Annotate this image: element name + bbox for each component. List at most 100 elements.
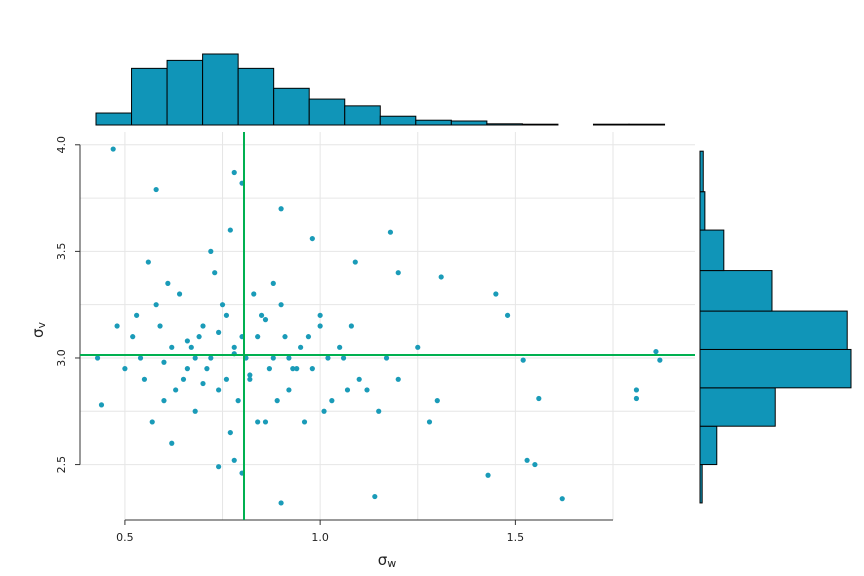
top-histogram-bar bbox=[415, 119, 452, 126]
point bbox=[169, 440, 175, 446]
point bbox=[165, 280, 171, 286]
right-histogram-bar bbox=[699, 348, 852, 389]
y-label-subscript: v bbox=[35, 322, 48, 329]
point bbox=[149, 419, 155, 425]
point bbox=[223, 376, 230, 382]
point bbox=[290, 366, 296, 372]
right-histogram-bar bbox=[699, 150, 704, 193]
point bbox=[184, 366, 190, 372]
point bbox=[98, 402, 105, 408]
point bbox=[317, 323, 323, 329]
point bbox=[94, 355, 101, 361]
right-histogram-bar bbox=[699, 229, 725, 272]
top-histogram-bar bbox=[166, 59, 204, 126]
point bbox=[231, 457, 237, 463]
point bbox=[317, 312, 323, 318]
x-label-symbol: σ bbox=[378, 551, 388, 569]
point bbox=[415, 344, 421, 350]
point bbox=[274, 398, 280, 404]
point bbox=[438, 274, 444, 280]
point bbox=[270, 280, 276, 286]
point bbox=[372, 493, 378, 500]
point bbox=[173, 387, 179, 393]
point bbox=[282, 334, 288, 340]
point bbox=[188, 344, 194, 350]
point bbox=[196, 334, 202, 340]
point bbox=[169, 344, 175, 350]
point bbox=[376, 408, 382, 414]
point bbox=[231, 169, 237, 176]
right-histogram-bar bbox=[699, 270, 773, 312]
point bbox=[321, 408, 327, 414]
point bbox=[524, 457, 530, 463]
top-histogram-bar bbox=[344, 105, 381, 126]
point bbox=[153, 302, 159, 308]
point bbox=[298, 344, 304, 350]
point bbox=[251, 291, 257, 297]
point bbox=[216, 464, 222, 470]
point bbox=[532, 461, 538, 468]
point bbox=[309, 366, 315, 372]
point bbox=[278, 302, 284, 308]
right-histogram-bar bbox=[699, 464, 703, 504]
point bbox=[559, 496, 565, 502]
point bbox=[216, 387, 222, 393]
point bbox=[485, 472, 491, 478]
top-histogram-bar bbox=[486, 123, 523, 126]
point bbox=[157, 323, 163, 329]
x-label-subscript: w bbox=[387, 557, 396, 570]
point bbox=[231, 344, 237, 350]
top-histogram-bar bbox=[450, 120, 488, 126]
point bbox=[653, 348, 659, 355]
top-histogram-bar bbox=[379, 115, 417, 126]
point bbox=[204, 366, 210, 372]
y-label-symbol: σ bbox=[29, 328, 47, 338]
point bbox=[504, 312, 511, 318]
point bbox=[161, 398, 167, 404]
point bbox=[633, 387, 640, 393]
y-axis-label: σv bbox=[29, 322, 49, 339]
point bbox=[305, 334, 312, 340]
top-histogram-bar bbox=[308, 98, 346, 126]
point bbox=[286, 355, 292, 361]
point bbox=[235, 398, 241, 404]
y-tick-label: 2.5 bbox=[55, 456, 68, 474]
y-tick-label: 4.0 bbox=[55, 136, 68, 154]
top-histogram-bar bbox=[237, 67, 275, 126]
point bbox=[493, 291, 499, 297]
point bbox=[536, 395, 542, 402]
top-histogram-bar bbox=[592, 123, 630, 126]
point bbox=[278, 206, 284, 212]
point bbox=[270, 355, 276, 361]
point bbox=[208, 355, 214, 361]
point bbox=[153, 186, 159, 193]
point bbox=[434, 398, 440, 404]
point bbox=[192, 355, 198, 361]
right-histogram-bar bbox=[699, 425, 718, 466]
point bbox=[184, 338, 190, 344]
point bbox=[309, 235, 315, 242]
point bbox=[262, 419, 269, 425]
point bbox=[426, 419, 433, 425]
point bbox=[266, 366, 272, 372]
top-histogram-bar bbox=[95, 112, 133, 126]
point bbox=[141, 376, 148, 382]
point bbox=[137, 355, 144, 361]
point bbox=[255, 419, 261, 425]
point bbox=[192, 408, 198, 414]
point bbox=[134, 312, 140, 318]
x-tick-label: 1.5 bbox=[507, 531, 525, 544]
point bbox=[356, 376, 362, 382]
point bbox=[520, 357, 526, 363]
point bbox=[262, 317, 269, 323]
right-histogram-bar bbox=[699, 387, 776, 427]
point bbox=[387, 229, 394, 235]
point bbox=[633, 395, 640, 402]
point bbox=[161, 359, 167, 365]
point bbox=[325, 355, 331, 361]
point bbox=[286, 387, 292, 393]
point bbox=[278, 500, 284, 506]
point bbox=[227, 429, 233, 436]
point bbox=[258, 312, 265, 318]
point bbox=[364, 387, 370, 393]
